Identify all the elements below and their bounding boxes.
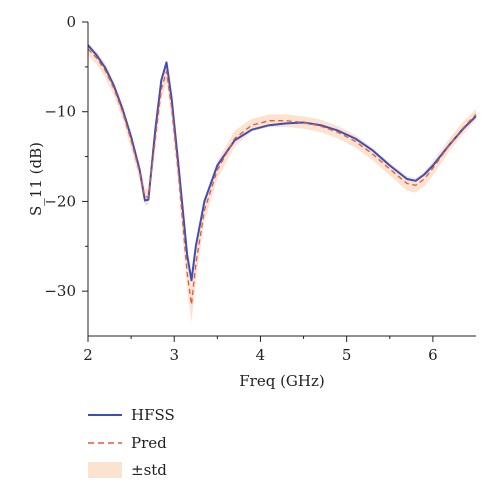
std-band bbox=[88, 42, 476, 323]
legend: HFSS Pred ±std bbox=[88, 406, 175, 479]
legend-pred-label: Pred bbox=[131, 434, 167, 452]
y-tick-label: −10 bbox=[44, 103, 76, 121]
y-tick-label: −30 bbox=[44, 282, 76, 300]
y-axis-title: S_11 (dB) bbox=[27, 142, 45, 216]
legend-hfss-label: HFSS bbox=[131, 406, 175, 424]
y-tick-label: 0 bbox=[66, 13, 76, 31]
x-tick-label: 4 bbox=[256, 346, 266, 364]
x-tick-label: 3 bbox=[169, 346, 179, 364]
series-line-pred bbox=[87, 48, 477, 306]
legend-std-label: ±std bbox=[131, 461, 167, 479]
series-line-hfss bbox=[87, 44, 477, 282]
x-tick-label: 5 bbox=[342, 346, 352, 364]
x-axis-title: Freq (GHz) bbox=[239, 372, 325, 390]
x-tick-label: 2 bbox=[83, 346, 93, 364]
y-tick-label: −20 bbox=[44, 192, 76, 210]
plot-area: 2 3 4 5 6 0 −10 −20 −30 bbox=[44, 13, 477, 364]
x-tick-label: 6 bbox=[428, 346, 438, 364]
legend-std-swatch bbox=[88, 462, 122, 478]
